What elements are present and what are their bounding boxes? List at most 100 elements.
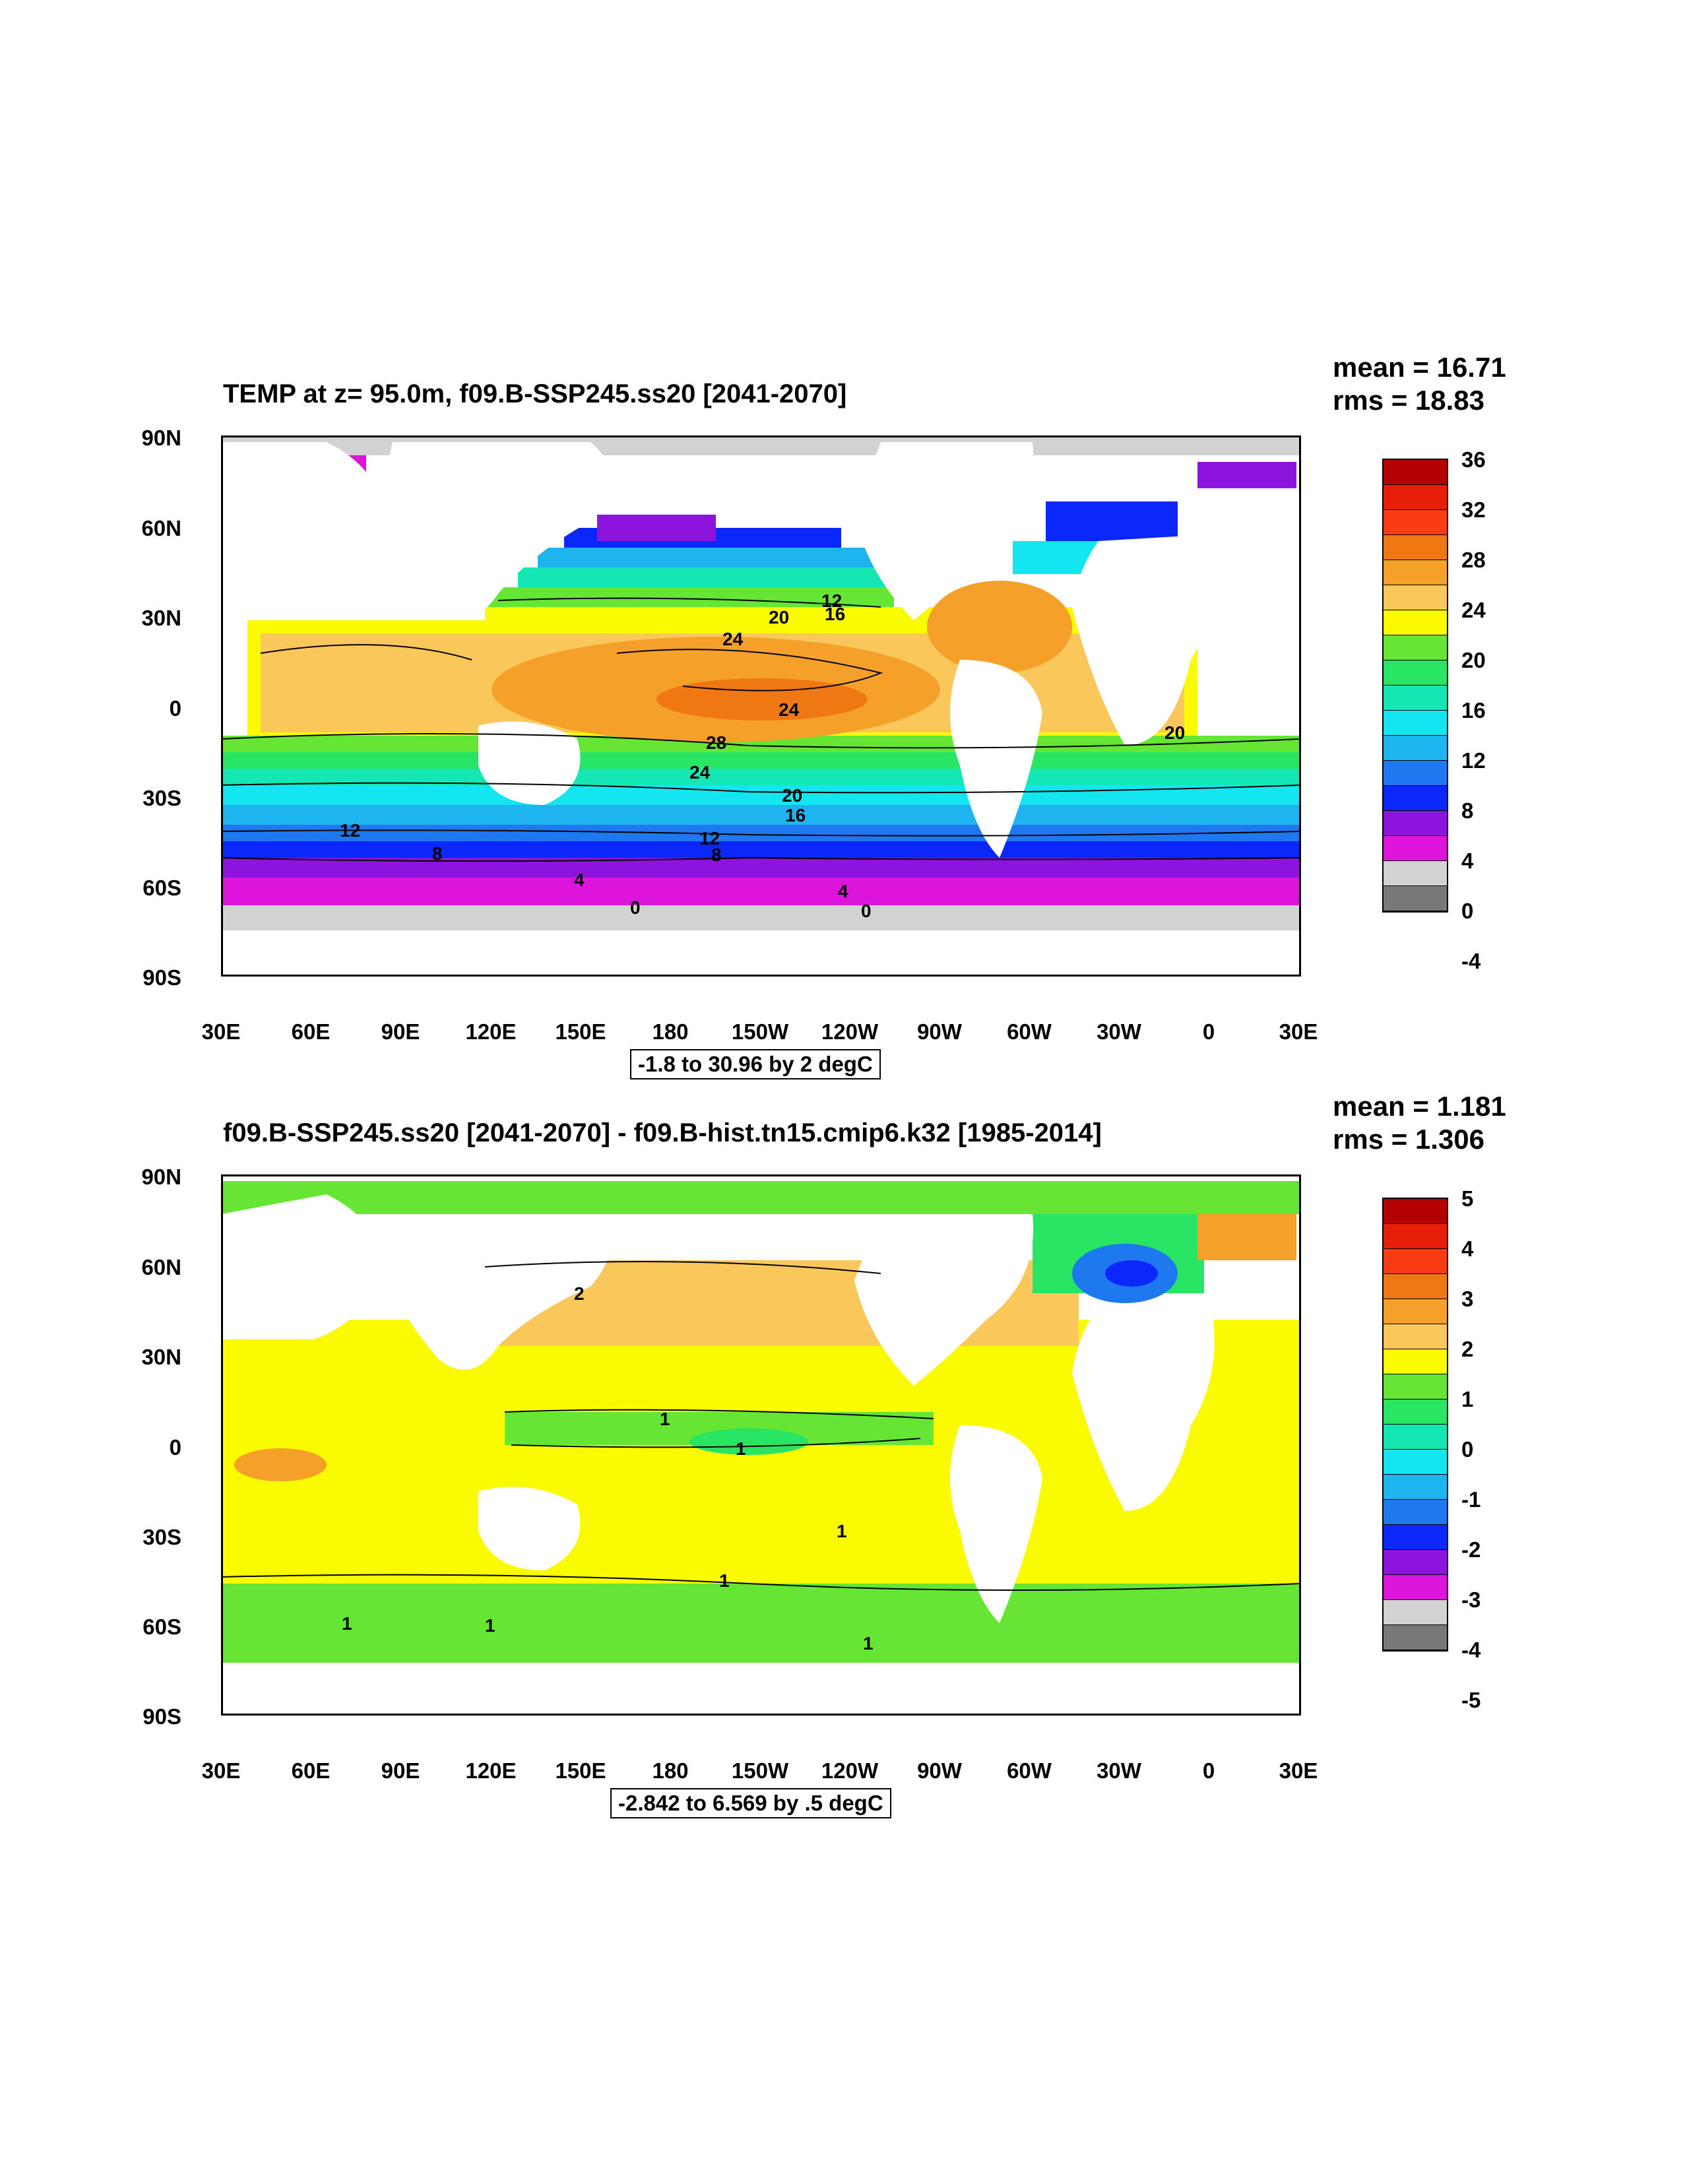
colorbar-swatch	[1384, 460, 1447, 485]
colorbar-swatch	[1384, 686, 1447, 711]
colorbar-swatch	[1384, 1525, 1447, 1550]
land-eurasia	[221, 442, 382, 587]
contour-label: 1	[719, 1570, 730, 1591]
x-tick-label: 0	[1202, 1758, 1215, 1783]
x-tick-label: 60E	[291, 1019, 331, 1044]
colorbar-label: 5	[1461, 1186, 1474, 1211]
x-tick-label: 150E	[555, 1758, 606, 1783]
colorbar-swatch	[1384, 1550, 1447, 1575]
colorbar-label: 24	[1461, 598, 1486, 622]
colorbar-swatch	[1384, 660, 1447, 686]
colorbar-label: -2	[1461, 1537, 1481, 1562]
rms-stat: rms = 18.83	[1333, 385, 1485, 416]
land-south-america	[950, 660, 1042, 858]
x-tick-label: 90W	[917, 1019, 962, 1044]
colorbar-label: 20	[1461, 648, 1486, 672]
x-tick-label: 90W	[917, 1758, 962, 1783]
colorbar-swatches	[1382, 459, 1448, 913]
contour-label: 16	[825, 604, 846, 624]
x-tick-label: 90E	[381, 1019, 420, 1044]
contour-label: 1	[485, 1615, 495, 1636]
colorbar-swatch	[1384, 836, 1447, 861]
temperature-map	[221, 435, 1300, 975]
colorbar-label: -1	[1461, 1487, 1481, 1512]
y-tick-label: 60S	[143, 876, 181, 900]
colorbar-label: -4	[1461, 949, 1481, 973]
colorbar-swatch	[1384, 635, 1447, 660]
contour-label: 8	[432, 843, 443, 864]
colorbar-swatch	[1384, 1475, 1447, 1500]
colorbar-swatch	[1384, 485, 1447, 510]
land-africa	[1072, 534, 1215, 746]
contour-label: 24	[689, 762, 711, 783]
y-tick-label: 30N	[141, 606, 181, 630]
colorbar-label: 4	[1461, 1237, 1474, 1261]
colorbar-label: -4	[1461, 1638, 1481, 1662]
contour-label: 0	[630, 897, 641, 918]
x-tick-label: 150W	[731, 1019, 789, 1044]
colorbar-swatch	[1384, 1625, 1447, 1650]
x-tick-label: 0	[1202, 1019, 1215, 1044]
colorbar-swatches	[1382, 1198, 1448, 1652]
x-tick-label: 30W	[1097, 1758, 1141, 1783]
colorbar-swatch	[1384, 1500, 1447, 1525]
colorbar-label: 0	[1461, 899, 1474, 923]
antarctic-ice	[221, 905, 1300, 932]
y-tick-label: 60N	[141, 516, 181, 540]
colorbar-swatch	[1384, 1450, 1447, 1475]
colorbar-label: 16	[1461, 698, 1486, 723]
y-tick-label: 90S	[143, 965, 181, 990]
contour-label: 20	[1164, 723, 1186, 743]
colorbar-swatch	[1384, 1249, 1447, 1274]
y-tick-label: 90S	[143, 1704, 181, 1729]
x-tick-label: 120W	[821, 1758, 879, 1783]
contour-label: 0	[861, 901, 872, 921]
y-tick-label: 60N	[141, 1255, 181, 1279]
y-tick-label: 30N	[141, 1345, 181, 1369]
colorbar-label: 0	[1461, 1437, 1474, 1461]
land-asia	[379, 442, 610, 618]
colorbar-swatch	[1384, 585, 1447, 610]
colorbar-swatch	[1384, 886, 1447, 911]
colorbar-swatch	[1384, 510, 1447, 535]
contour-label: 20	[782, 785, 803, 806]
colorbar-label: 4	[1461, 849, 1474, 873]
contour-label: 2	[574, 1283, 585, 1304]
y-tick-label: 60S	[143, 1615, 181, 1639]
contour-range-box: -2.842 to 6.569 by .5 degC	[610, 1788, 891, 1818]
contour-label: 4	[574, 870, 585, 890]
colorbar	[1382, 1198, 1448, 1652]
contour-label: 28	[706, 732, 727, 753]
y-tick-label: 30S	[143, 1525, 181, 1549]
colorbar-swatch	[1384, 1600, 1447, 1625]
contour-label: 4	[838, 881, 848, 901]
colorbar-swatch	[1384, 610, 1447, 635]
colorbar-swatch	[1384, 560, 1447, 585]
x-tick-label: 30E	[201, 1758, 241, 1783]
difference-map	[221, 1174, 1300, 1714]
colorbar-label: -3	[1461, 1588, 1481, 1612]
contour-label: 1	[837, 1521, 847, 1541]
colorbar-swatch	[1384, 1199, 1447, 1224]
y-tick-label: 30S	[143, 786, 181, 810]
land-antarctica	[221, 930, 1300, 975]
x-tick-label: 180	[652, 1019, 689, 1044]
colorbar-swatch	[1384, 1575, 1447, 1600]
colorbar-swatch	[1384, 1374, 1447, 1399]
colorbar-label: 8	[1461, 798, 1474, 823]
contour-range-box: -1.8 to 30.96 by 2 degC	[630, 1049, 881, 1079]
colorbar-label: 3	[1461, 1287, 1474, 1311]
contour-label: 12	[340, 820, 361, 841]
contour-label: 1	[660, 1409, 670, 1429]
mean-stat: mean = 16.71	[1333, 352, 1506, 383]
y-tick-label: 0	[169, 1435, 181, 1460]
rms-stat: rms = 1.306	[1333, 1124, 1485, 1155]
colorbar-label: 12	[1461, 748, 1486, 773]
colorbar-swatch	[1384, 1324, 1447, 1349]
x-tick-label: 60W	[1007, 1019, 1052, 1044]
colorbar-swatch	[1384, 1299, 1447, 1324]
colorbar-label: 2	[1461, 1337, 1474, 1361]
x-tick-label: 120E	[465, 1758, 517, 1783]
x-tick-label: 180	[652, 1758, 689, 1783]
colorbar-label: -5	[1461, 1688, 1481, 1712]
